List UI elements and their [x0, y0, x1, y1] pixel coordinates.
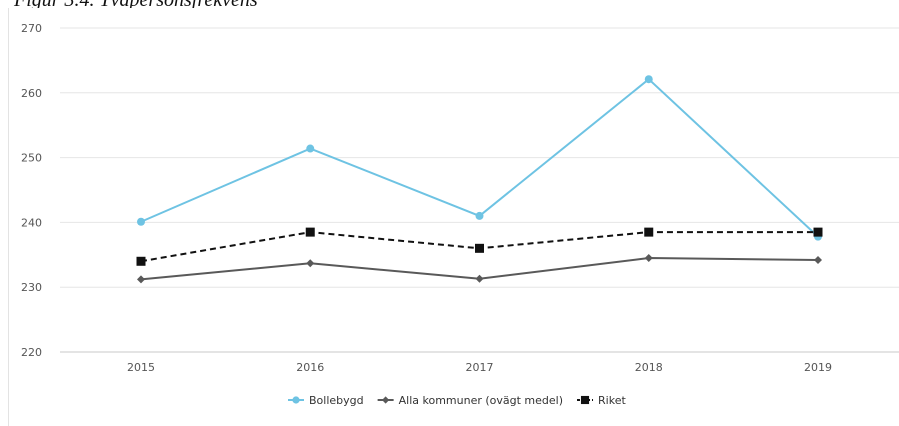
- legend-label: Alla kommuner (ovägt medel): [399, 394, 563, 407]
- y-tick-label: 230: [21, 281, 42, 294]
- data-point: [475, 243, 484, 253]
- data-point: [136, 256, 146, 266]
- data-point: [475, 274, 484, 283]
- y-tick-label: 220: [21, 346, 42, 359]
- data-point: [475, 211, 484, 220]
- legend-item[interactable]: Riket: [577, 394, 626, 407]
- chart-panel: [8, 8, 899, 426]
- legend: Bollebygd Alla kommuner (ovägt medel) Rike…: [288, 394, 626, 407]
- y-tick-label: 270: [21, 22, 42, 35]
- legend-item[interactable]: Bollebygd: [288, 394, 364, 407]
- data-point: [292, 396, 300, 404]
- y-axis: 220 230 240 250 260 270: [21, 22, 42, 359]
- data-point: [644, 227, 654, 237]
- series-circle: [137, 75, 822, 241]
- data-point: [580, 395, 590, 405]
- grid-lines: [60, 27, 899, 353]
- data-point: [306, 144, 315, 153]
- y-tick-label: 240: [21, 216, 42, 229]
- legend-item[interactable]: Alla kommuner (ovägt medel): [377, 394, 563, 407]
- data-point: [814, 255, 822, 264]
- figure-caption: Figur 3.4. Tvåpersonsfrekvens: [14, 0, 258, 11]
- x-axis: 2015 2016 2017 2018 2019: [127, 361, 832, 374]
- series-group: [136, 75, 823, 284]
- y-tick-label: 260: [21, 87, 42, 100]
- x-tick-label: 2015: [127, 361, 155, 374]
- x-tick-label: 2016: [296, 361, 324, 374]
- x-tick-label: 2018: [635, 361, 663, 374]
- legend-label: Bollebygd: [309, 394, 364, 407]
- x-tick-label: 2017: [466, 361, 494, 374]
- series-square: [136, 227, 823, 266]
- data-point: [644, 254, 653, 263]
- y-tick-label: 250: [21, 152, 42, 165]
- x-tick-label: 2019: [804, 361, 832, 374]
- series-diamond: [137, 254, 822, 284]
- data-point: [382, 396, 390, 404]
- data-point: [644, 75, 653, 84]
- data-point: [813, 227, 823, 237]
- data-point: [137, 217, 145, 226]
- data-point: [306, 259, 315, 268]
- legend-label: Riket: [598, 394, 626, 407]
- data-point: [137, 275, 145, 284]
- data-point: [305, 227, 315, 237]
